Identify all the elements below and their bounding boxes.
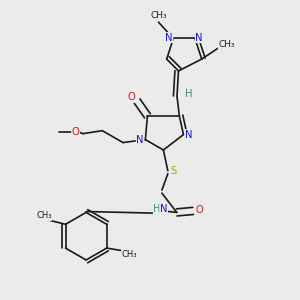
Text: S: S (170, 166, 176, 176)
Text: CH₃: CH₃ (151, 11, 167, 20)
Text: O: O (128, 92, 136, 102)
Text: O: O (196, 205, 203, 215)
Text: CH₃: CH₃ (36, 212, 52, 220)
Text: H: H (153, 204, 161, 214)
Text: O: O (72, 127, 80, 137)
Text: N: N (165, 33, 173, 43)
Text: N: N (195, 33, 203, 43)
Text: H: H (184, 89, 192, 99)
Text: CH₃: CH₃ (122, 250, 137, 259)
Text: CH₃: CH₃ (218, 40, 235, 49)
Text: N: N (160, 204, 167, 214)
Text: N: N (185, 130, 193, 140)
Text: N: N (136, 135, 144, 145)
